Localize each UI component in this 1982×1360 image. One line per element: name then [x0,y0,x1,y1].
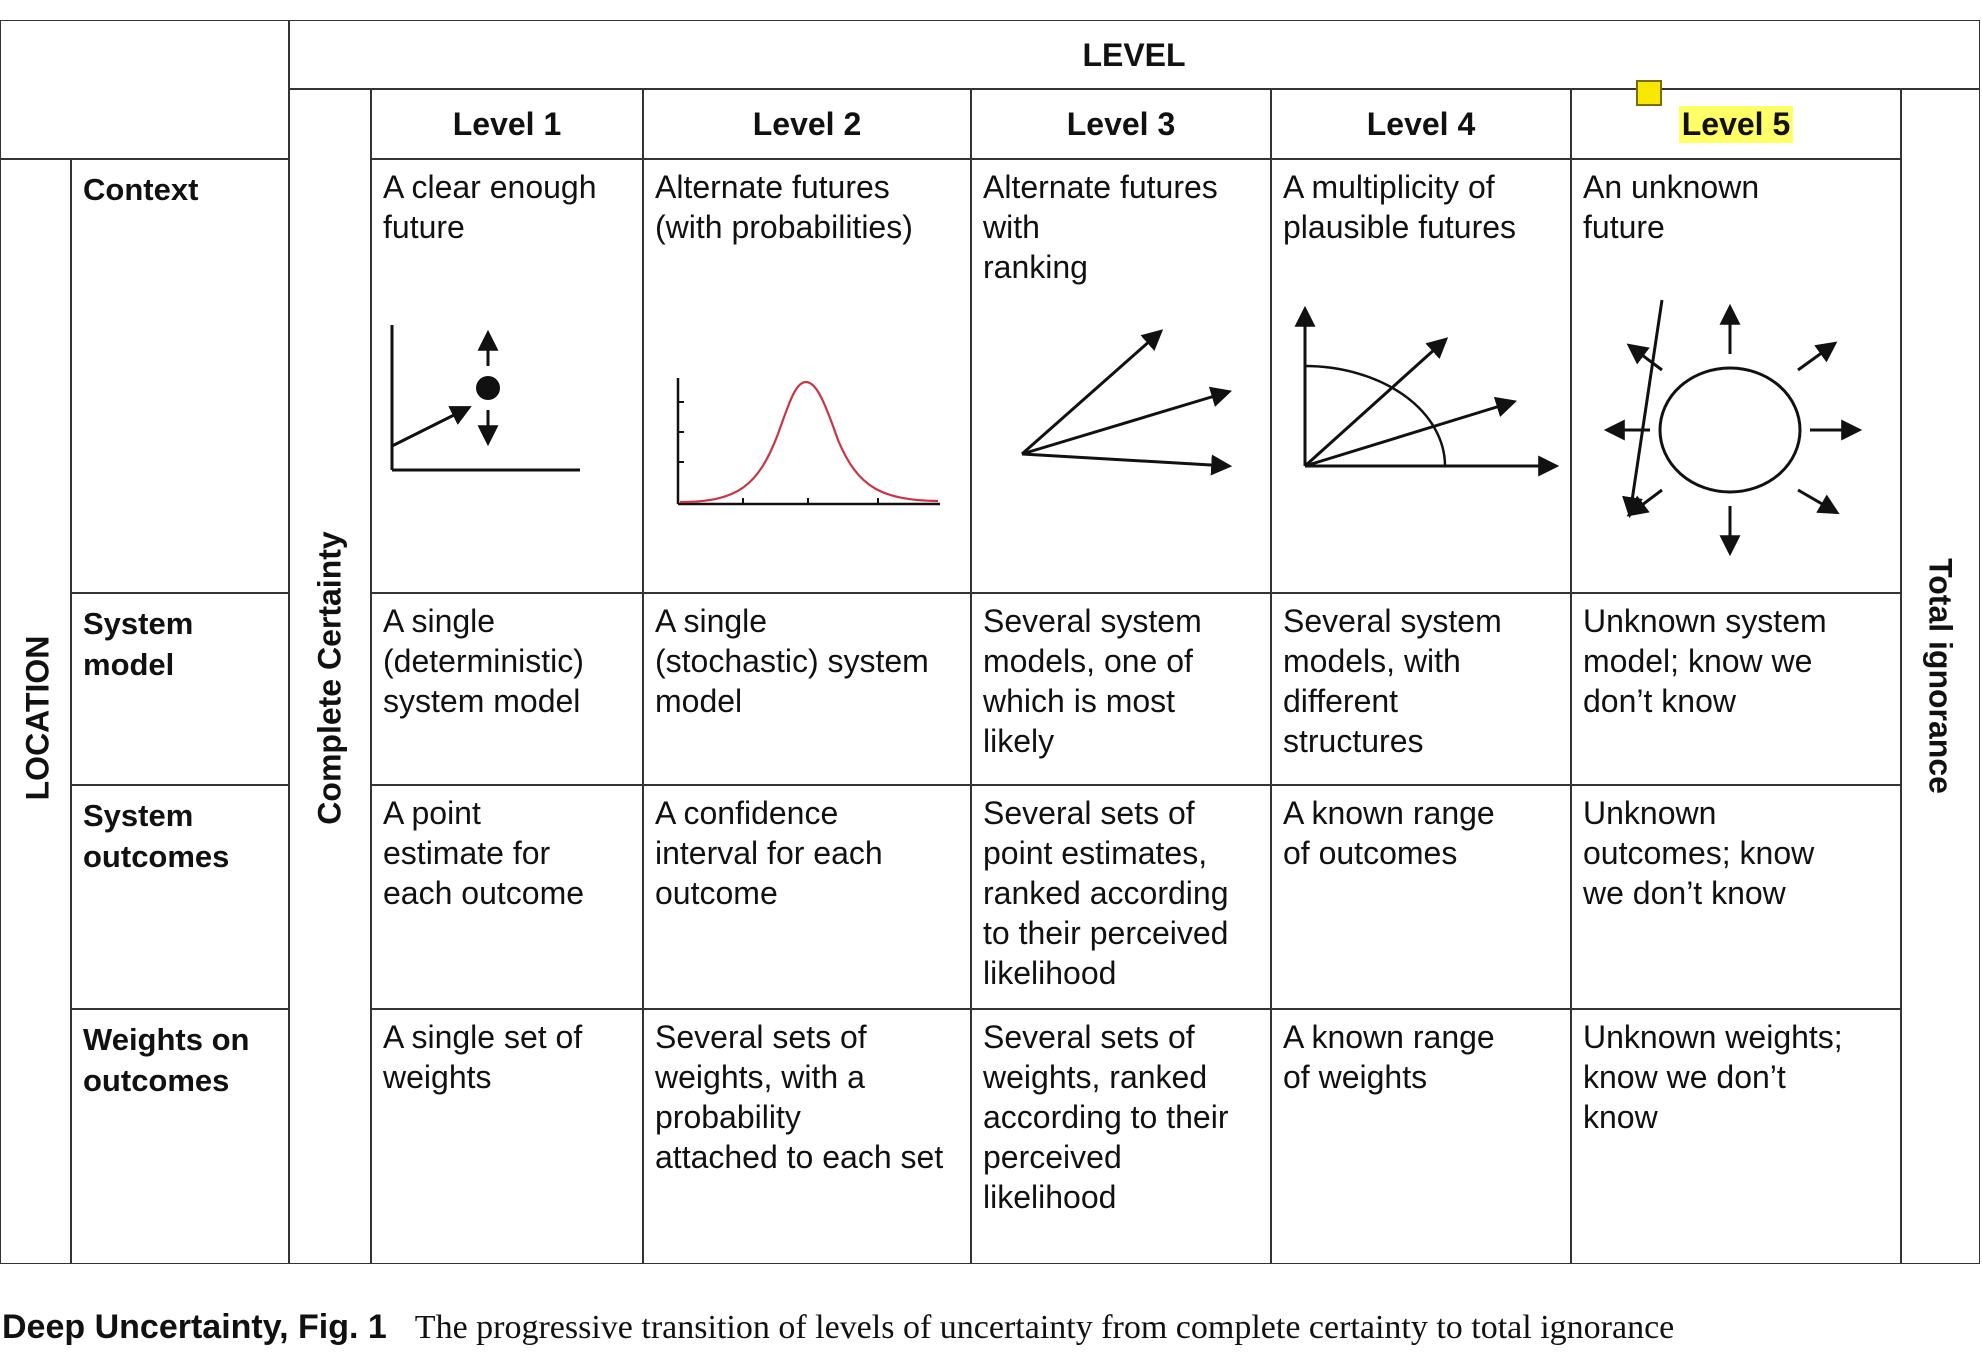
row-label-line1: System [83,606,194,641]
cell-text: Unknown outcomes; know we don’t know [1583,795,1815,911]
level-header-label: LEVEL [1082,36,1186,73]
cell-text: Several system models, one of which is m… [983,603,1202,759]
cell-weights-level-3: Several sets of weights, ranked accordin… [970,1008,1272,1264]
cell-system-model-level-1: A single (deterministic) system model [370,592,644,786]
cell-context-level-1: A clear enough future [370,158,644,594]
cell-text: A single set of weights [383,1019,583,1095]
annotation-note-icon[interactable] [1636,80,1662,106]
cell-weights-level-5: Unknown weights; know we don’t know [1570,1008,1902,1264]
cell-system-outcomes-level-5: Unknown outcomes; know we don’t know [1570,784,1902,1010]
location-label: LOCATION [19,635,56,801]
level-3-header: Level 3 [970,88,1272,160]
level-header: LEVEL [288,20,1980,90]
cell-text: A multiplicity of plausible futures [1283,169,1517,245]
level-1-header: Level 1 [370,88,644,160]
complete-certainty-column [288,88,372,1264]
cell-text: Unknown system model; know we don’t know [1583,603,1827,719]
level-5-label: Level 5 [1678,105,1794,143]
row-label-weights: Weights on outcomes [70,1008,290,1264]
cell-context-level-4: A multiplicity of plausible futures [1270,158,1572,594]
level-2-header: Level 2 [642,88,972,160]
cell-context-level-2: Alternate futures (with probabilities) [642,158,972,594]
row-label-line1: Weights on [83,1022,250,1057]
level-4-multiple-futures-icon [1294,305,1560,477]
cell-weights-level-2: Several sets of weights, with a probabil… [642,1008,972,1264]
cell-text: A point estimate for each outcome [383,795,585,911]
row-label-line2: model [83,647,175,682]
cell-text: Several sets of point estimates, ranked … [983,795,1229,991]
level-2-label: Level 2 [752,105,862,142]
caption-text: The progressive transition of levels of … [414,1309,1675,1346]
cell-context-level-3: Alternate futures with ranking [970,158,1272,594]
cell-text: A known range of weights [1283,1019,1495,1095]
cell-weights-level-4: A known range of weights [1270,1008,1572,1264]
cell-text: A single (deterministic) system model [383,603,584,719]
cell-text: Alternate futures with ranking [983,169,1218,285]
row-label-line2: outcomes [83,839,230,874]
row-label-line1: System [83,798,194,833]
cell-text: Alternate futures (with probabilities) [655,169,913,245]
level-3-label: Level 3 [1066,105,1176,142]
corner-cell [0,20,290,160]
cell-text: Unknown weights; know we don’t know [1583,1019,1843,1135]
complete-certainty-label: Complete Certainty [311,531,348,825]
cell-system-outcomes-level-1: A point estimate for each outcome [370,784,644,1010]
row-label-context: Context [70,158,290,594]
cell-system-outcomes-level-4: A known range of outcomes [1270,784,1572,1010]
location-column [0,158,72,1264]
figure-caption: Deep Uncertainty, Fig. 1 The progressive … [2,1308,1674,1347]
cell-weights-level-1: A single set of weights [370,1008,644,1264]
cell-text: A single (stochastic) system model [655,603,929,719]
cell-text: A clear enough future [383,169,597,245]
cell-context-level-5: An unknown future [1570,158,1902,594]
cell-text: A confidence interval for each outcome [655,795,883,911]
cell-text: Several sets of weights, with a probabil… [655,1019,944,1175]
level-4-label: Level 4 [1366,105,1476,142]
cell-text: A known range of outcomes [1283,795,1495,871]
total-ignorance-label: Total ignorance [1922,558,1959,794]
cell-text: Several system models, with different st… [1283,603,1502,759]
cell-text: An unknown future [1583,169,1760,245]
row-label-system-outcomes: System outcomes [70,784,290,1010]
cell-system-model-level-2: A single (stochastic) system model [642,592,972,786]
cell-text: Several sets of weights, ranked accordin… [983,1019,1229,1215]
cell-system-model-level-5: Unknown system model; know we don’t know [1570,592,1902,786]
level-2-probability-curve-icon [676,378,940,506]
row-label-line2: outcomes [83,1063,230,1098]
level-1-label: Level 1 [452,105,562,142]
cell-system-model-level-4: Several system models, with different st… [1270,592,1572,786]
row-label-line1: Context [83,172,199,207]
total-ignorance-column [1900,88,1980,1264]
cell-system-outcomes-level-3: Several sets of point estimates, ranked … [970,784,1272,1010]
level-5-unknown-future-icon [1603,299,1863,557]
cell-system-outcomes-level-2: A confidence interval for each outcome [642,784,972,1010]
level-1-single-future-icon [390,325,580,472]
cell-system-model-level-3: Several system models, one of which is m… [970,592,1272,786]
row-label-system-model: System model [70,592,290,786]
level-4-header: Level 4 [1270,88,1572,160]
level-5-header: Level 5 [1570,88,1902,160]
level-3-ranked-arrows-icon [1021,329,1233,476]
caption-label: Deep Uncertainty, Fig. 1 [2,1308,387,1346]
